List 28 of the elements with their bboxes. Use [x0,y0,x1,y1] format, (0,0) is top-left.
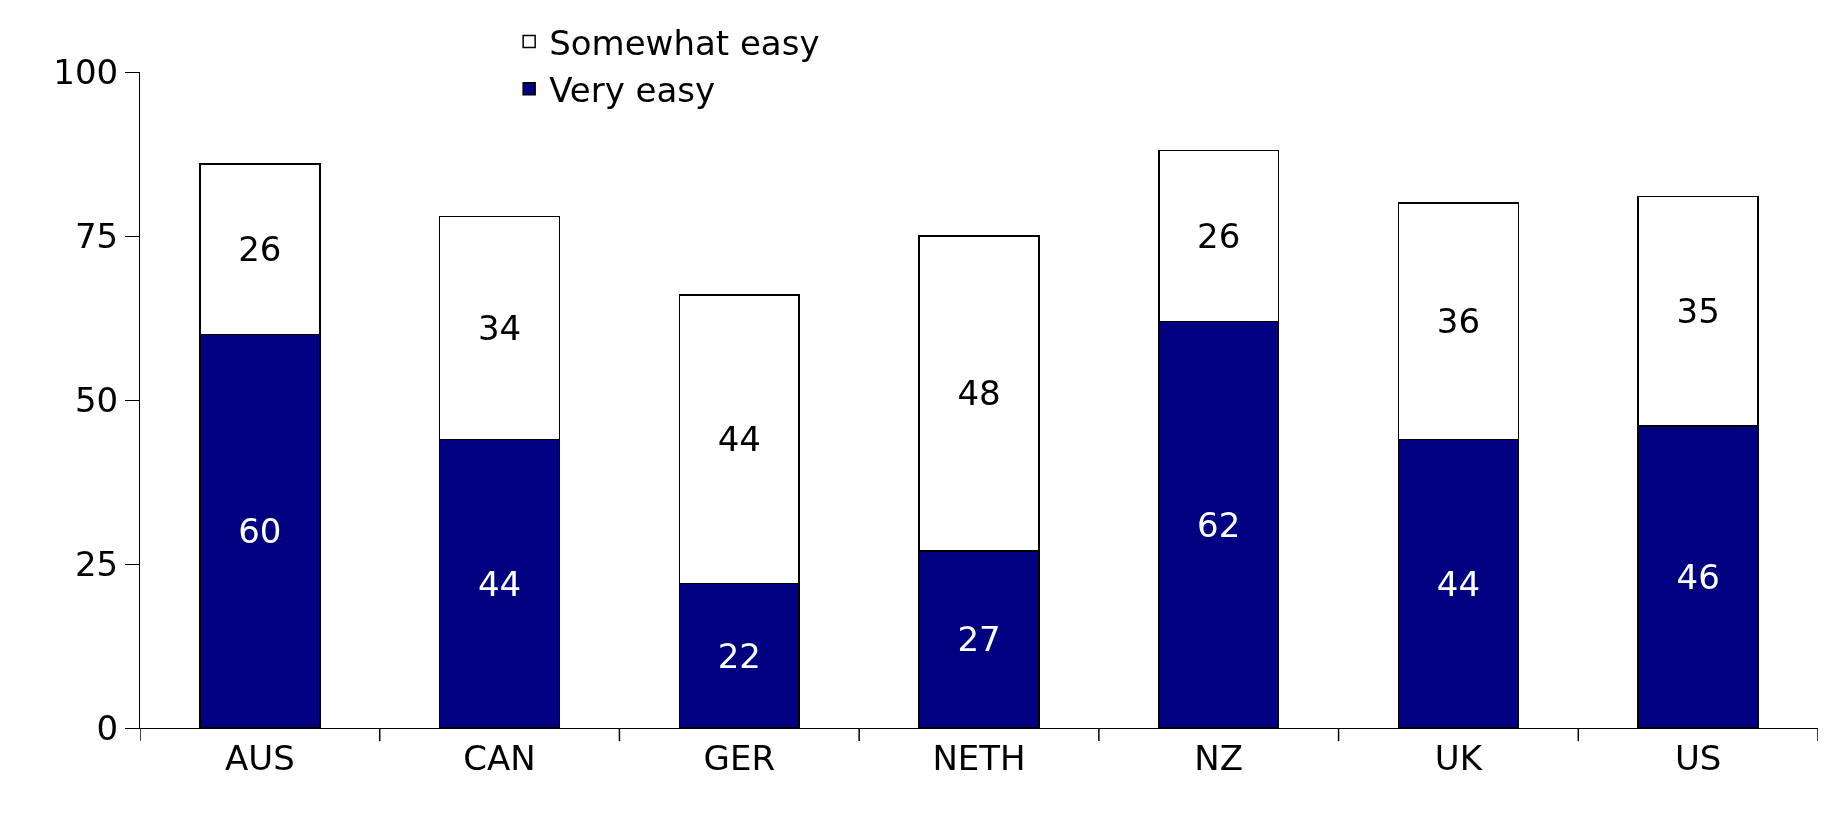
x-tick-label: CAN [463,737,536,778]
legend-label: Somewhat easy [549,22,820,63]
data-label: 27 [957,619,1001,660]
data-label: 44 [1436,563,1481,604]
x-tick-label: NETH [932,737,1026,778]
legend-label: Very easy [549,70,716,111]
x-tick-label: GER [703,737,776,778]
data-label: 26 [238,229,282,270]
data-label: 36 [1436,301,1481,342]
x-tick-label: NZ [1194,737,1244,778]
x-tick-label: US [1674,737,1722,778]
y-tick-label: 25 [74,543,119,584]
data-label: 34 [477,307,522,348]
data-label: 26 [1197,216,1241,256]
x-tick-label: AUS [224,737,295,778]
data-label: 48 [957,373,1001,414]
y-tick-label: 75 [74,215,119,256]
y-tick-label: 0 [96,707,119,748]
data-label: 22 [717,635,761,676]
data-label: 62 [1197,504,1241,545]
data-label: 60 [238,511,282,552]
data-label: 44 [717,419,761,460]
data-label: 46 [1676,557,1720,598]
y-tick-label: 100 [53,51,119,92]
data-label: 35 [1676,291,1720,332]
y-tick-label: 50 [74,379,119,420]
data-label: 44 [477,563,522,604]
x-tick-label: UK [1434,737,1484,778]
